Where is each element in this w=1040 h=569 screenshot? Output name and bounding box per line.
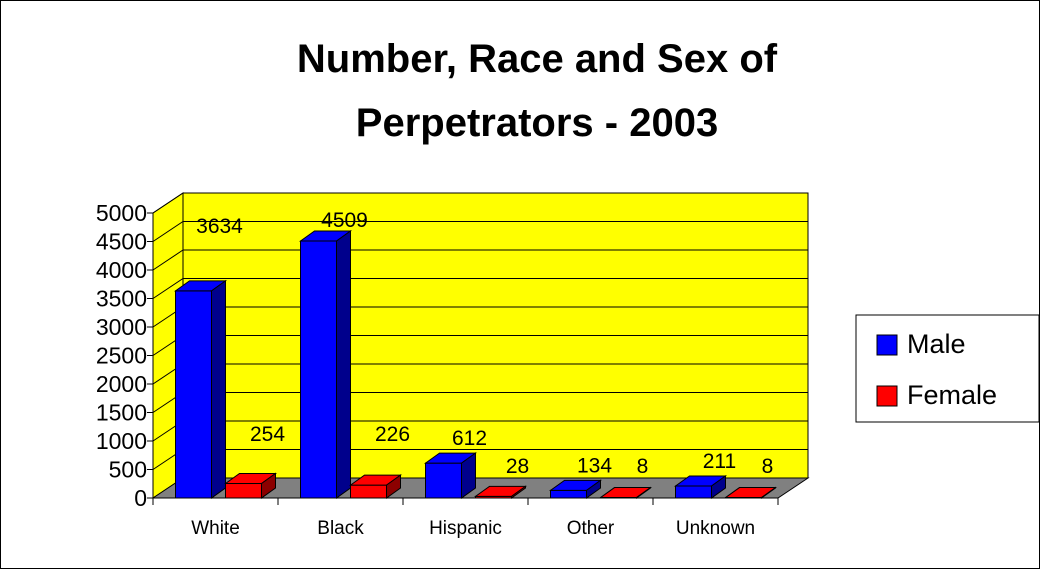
legend-label-male: Male	[907, 329, 966, 359]
bar-side	[336, 230, 351, 499]
bar-side	[261, 472, 276, 499]
data-label-female-other: 8	[637, 455, 649, 478]
y-tick-label: 0	[134, 485, 147, 511]
bar-male-white	[173, 279, 228, 499]
data-label-male-white: 3634	[196, 215, 243, 238]
bar-side	[761, 486, 776, 499]
bar-front	[225, 483, 262, 499]
x-category-label: Other	[567, 518, 615, 539]
y-tick-label: 1500	[96, 400, 147, 426]
bar-side	[461, 452, 476, 499]
data-label-male-unknown: 211	[703, 450, 736, 473]
y-tick-label: 1000	[96, 428, 147, 454]
bar-female-black	[348, 474, 403, 499]
legend-swatch-female	[876, 385, 898, 407]
data-label-male-other: 134	[577, 454, 612, 477]
bar-front	[675, 485, 712, 499]
bar-side	[636, 486, 651, 499]
data-label-female-black: 226	[375, 423, 410, 446]
data-label-male-black: 4509	[321, 209, 368, 232]
bar-side	[386, 474, 401, 499]
bar-male-other	[548, 479, 603, 499]
y-tick-label: 4500	[96, 229, 147, 255]
y-tick-label: 2000	[96, 371, 147, 397]
bar-front	[175, 290, 212, 499]
bar-male-unknown	[673, 475, 728, 499]
gridline	[152, 192, 808, 214]
x-category-label: Hispanic	[429, 518, 502, 539]
gridline	[152, 278, 808, 299]
bar-male-black	[298, 230, 353, 499]
chart-title-line-1: Number, Race and Sex of	[297, 37, 778, 81]
x-category-label: Black	[317, 518, 364, 539]
bar-female-white	[223, 472, 278, 499]
bar-side	[711, 475, 726, 499]
data-label-female-unknown: 8	[762, 455, 774, 478]
chart-title-line-2: Perpetrators - 2003	[356, 101, 718, 145]
y-tick-label: 500	[109, 457, 147, 483]
y-tick-label: 5000	[96, 200, 147, 226]
bar-female-hispanic	[473, 485, 528, 499]
data-label-female-hispanic: 28	[506, 455, 529, 478]
bar-side	[211, 279, 226, 499]
bar-female-unknown	[723, 486, 778, 499]
bar-side	[586, 479, 601, 499]
y-tick-label: 2500	[96, 343, 147, 369]
y-tick-label: 3000	[96, 314, 147, 340]
bar-male-hispanic	[423, 452, 478, 499]
bar-front	[350, 484, 387, 499]
gridline	[152, 221, 808, 242]
x-category-label: White	[191, 518, 240, 539]
x-category-label: Unknown	[676, 518, 755, 539]
data-label-female-white: 254	[250, 423, 285, 446]
legend-swatch-male	[876, 334, 898, 356]
bar-front	[425, 462, 462, 499]
data-label-male-hispanic: 612	[452, 427, 487, 450]
y-tick-label: 4000	[96, 257, 147, 283]
bar-front	[550, 489, 587, 499]
bar-female-other	[598, 486, 653, 499]
bar-side	[511, 485, 526, 499]
legend: Male Female	[855, 314, 1039, 423]
gridline	[152, 249, 808, 271]
legend-label-female: Female	[907, 380, 997, 410]
bar-front	[300, 240, 337, 499]
y-tick-label: 3500	[96, 286, 147, 312]
